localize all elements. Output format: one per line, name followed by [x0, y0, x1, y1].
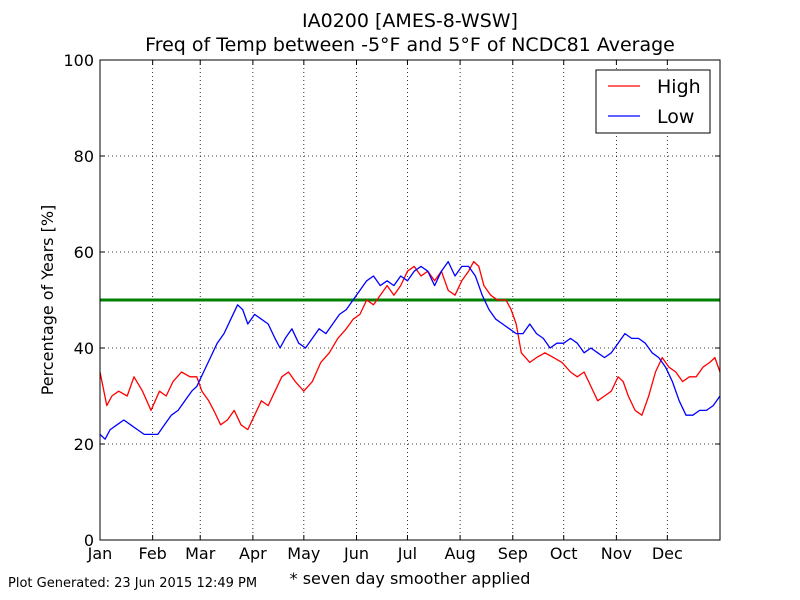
x-tick-label: Jul [397, 544, 417, 563]
legend-low-label: Low [657, 106, 694, 128]
series-line-low [99, 260, 721, 440]
y-tick-label: 40 [74, 339, 94, 358]
y-tick-label: 100 [63, 51, 94, 70]
plot-area [99, 59, 721, 541]
series-line-high [99, 260, 721, 431]
y-tick-label: 80 [74, 147, 94, 166]
x-tick-label: Feb [138, 544, 166, 563]
x-tick-label: Sep [498, 544, 528, 563]
chart-title: IA0200 [AMES-8-WSW] [302, 10, 518, 32]
plot-generated-note: Plot Generated: 23 Jun 2015 12:49 PM [8, 576, 258, 591]
x-tick-label: Dec [652, 544, 683, 563]
series-group [99, 260, 721, 440]
x-tick-label: Nov [601, 544, 632, 563]
legend-high-label: High [657, 76, 701, 98]
x-tick-label: Mar [185, 544, 216, 563]
y-tick-label: 0 [84, 531, 94, 550]
y-tick-label: 20 [74, 435, 94, 454]
legend: High Low [595, 69, 711, 134]
axis-ticks: Jan Feb Mar Apr May Jun Jul Aug Sep Oct Nov Dec 0 20 4… [63, 51, 720, 563]
x-tick-label: Jan [87, 544, 113, 563]
x-axis-note: * seven day smoother applied [290, 569, 531, 588]
x-tick-label: Oct [550, 544, 578, 563]
x-tick-label: Apr [239, 544, 267, 563]
chart-subtitle: Freq of Temp between -5°F and 5°F of NCD… [145, 34, 675, 56]
legend-box [595, 69, 711, 134]
y-axis-label: Percentage of Years [%] [38, 205, 57, 396]
x-tick-label: May [287, 544, 320, 563]
x-tick-label: Aug [444, 544, 475, 563]
y-tick-label: 60 [74, 243, 94, 262]
x-tick-label: Jun [343, 544, 369, 563]
